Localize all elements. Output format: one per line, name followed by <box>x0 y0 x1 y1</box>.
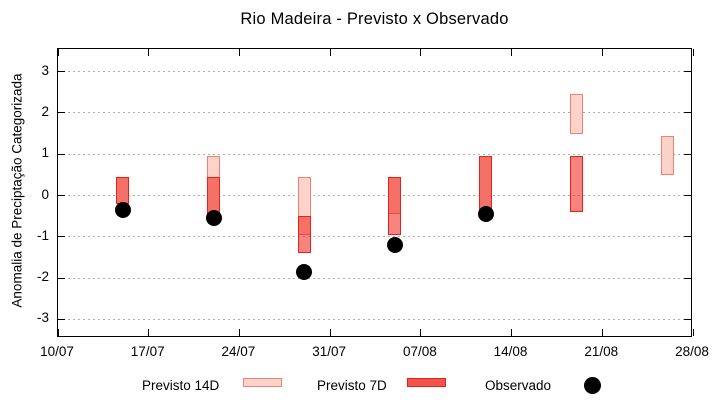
previsto-7d-bar <box>207 176 220 215</box>
gridline <box>58 236 691 238</box>
gridline <box>58 71 691 73</box>
x-tick-mark <box>601 329 603 336</box>
x-tick-mark <box>57 49 59 56</box>
y-tick-label: 1 <box>41 145 49 161</box>
y-tick-mark <box>684 277 691 279</box>
x-tick-label: 10/07 <box>40 344 74 359</box>
y-tick-mark <box>58 153 65 155</box>
gridline <box>58 277 691 279</box>
observado-dot <box>477 206 494 223</box>
y-tick-label: 0 <box>41 186 49 202</box>
x-tick-label: 24/07 <box>221 344 256 359</box>
x-tick-mark <box>329 49 331 56</box>
y-tick-mark <box>684 195 691 197</box>
observado-dot <box>386 237 403 254</box>
legend-observado-dot-icon <box>584 377 601 394</box>
gridline <box>58 195 691 197</box>
y-tick-label: 2 <box>41 103 49 119</box>
x-tick-mark <box>238 329 240 336</box>
gridline <box>58 318 691 320</box>
legend-label-previsto-14d: Previsto 14D <box>142 378 220 393</box>
legend-swatch-previsto-14d-icon <box>243 378 282 387</box>
observado-dot <box>296 263 313 280</box>
y-tick-mark <box>58 71 65 73</box>
x-tick-label: 17/07 <box>130 344 165 359</box>
y-tick-label: -2 <box>36 269 49 285</box>
y-tick-label: 3 <box>41 62 49 78</box>
y-tick-mark <box>58 236 65 238</box>
observado-dot <box>114 202 131 218</box>
x-tick-mark <box>692 49 694 56</box>
x-tick-mark <box>511 49 513 56</box>
y-tick-mark <box>684 318 691 320</box>
x-tick-mark <box>420 49 422 56</box>
x-tick-mark <box>420 329 422 336</box>
x-tick-mark <box>148 329 150 336</box>
x-tick-mark <box>511 329 513 336</box>
chart-title: Rio Madeira - Previsto x Observado <box>240 10 509 28</box>
y-tick-label: -3 <box>36 310 49 326</box>
x-tick-mark <box>238 49 240 56</box>
previsto-7d-bar <box>388 176 402 235</box>
x-tick-mark <box>148 49 150 56</box>
y-tick-label: -1 <box>36 227 49 243</box>
legend-swatch-previsto-7d-icon <box>407 378 446 387</box>
x-tick-mark <box>329 329 331 336</box>
previsto-7d-bar <box>297 216 311 254</box>
y-tick-mark <box>684 71 691 73</box>
previsto-7d-bar <box>569 156 583 213</box>
x-tick-mark <box>601 49 603 56</box>
x-tick-label: 07/08 <box>402 344 437 359</box>
previsto-14d-bar <box>660 135 674 175</box>
y-tick-mark <box>684 112 691 114</box>
x-tick-label: 28/08 <box>675 344 709 359</box>
y-tick-mark <box>58 318 65 320</box>
y-tick-mark <box>58 195 65 197</box>
y-tick-mark <box>58 112 65 114</box>
legend-label-observado: Observado <box>485 378 552 393</box>
plot-area <box>57 48 694 337</box>
legend-label-previsto-7d: Previsto 7D <box>317 378 387 393</box>
y-tick-mark <box>684 153 691 155</box>
observado-dot <box>205 210 222 227</box>
gridline <box>58 153 691 155</box>
previsto-14d-bar <box>569 94 583 134</box>
previsto-7d-bar <box>479 156 493 213</box>
x-tick-label: 31/07 <box>312 344 347 359</box>
gridline <box>58 112 691 114</box>
previsto-7d-bar <box>116 176 130 204</box>
x-tick-label: 14/08 <box>493 344 528 359</box>
y-tick-mark <box>58 277 65 279</box>
x-tick-mark <box>57 329 59 336</box>
x-tick-mark <box>692 329 694 336</box>
y-tick-mark <box>684 236 691 238</box>
x-tick-label: 21/08 <box>584 344 619 359</box>
